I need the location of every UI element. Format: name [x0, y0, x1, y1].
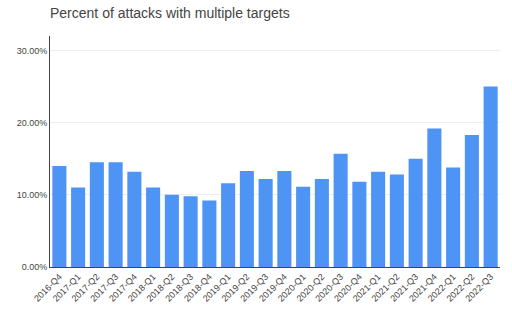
svg-text:20.00%: 20.00%: [17, 118, 48, 128]
svg-text:30.00%: 30.00%: [17, 46, 48, 56]
svg-text:2017-Q1: 2017-Q1: [51, 272, 83, 304]
svg-text:2022-Q2: 2022-Q2: [445, 272, 477, 304]
svg-text:2016-Q4: 2016-Q4: [32, 272, 64, 304]
svg-text:0.00%: 0.00%: [22, 262, 48, 272]
svg-text:2019-Q4: 2019-Q4: [257, 272, 289, 304]
svg-text:10.00%: 10.00%: [17, 190, 48, 200]
svg-text:Percent of attacks with multip: Percent of attacks with multiple targets: [50, 5, 290, 21]
svg-text:2018-Q2: 2018-Q2: [145, 272, 177, 304]
svg-text:2019-Q3: 2019-Q3: [238, 272, 270, 304]
svg-text:2017-Q2: 2017-Q2: [70, 272, 102, 304]
svg-text:2018-Q4: 2018-Q4: [182, 272, 214, 304]
svg-text:2017-Q4: 2017-Q4: [107, 272, 139, 304]
svg-text:2018-Q1: 2018-Q1: [126, 272, 158, 304]
svg-text:2020-Q1: 2020-Q1: [276, 272, 308, 304]
svg-text:2021-Q2: 2021-Q2: [370, 272, 402, 304]
svg-text:2022-Q1: 2022-Q1: [426, 272, 458, 304]
svg-text:2020-Q4: 2020-Q4: [332, 272, 364, 304]
svg-text:2021-Q3: 2021-Q3: [388, 272, 420, 304]
svg-text:2020-Q3: 2020-Q3: [313, 272, 345, 304]
svg-text:2019-Q1: 2019-Q1: [201, 272, 233, 304]
svg-text:2018-Q3: 2018-Q3: [163, 272, 195, 304]
svg-text:2019-Q2: 2019-Q2: [220, 272, 252, 304]
svg-text:2021-Q4: 2021-Q4: [407, 272, 439, 304]
svg-text:2017-Q3: 2017-Q3: [88, 272, 120, 304]
svg-text:2020-Q2: 2020-Q2: [295, 272, 327, 304]
svg-text:2022-Q3: 2022-Q3: [463, 272, 495, 304]
svg-text:2021-Q1: 2021-Q1: [351, 272, 383, 304]
